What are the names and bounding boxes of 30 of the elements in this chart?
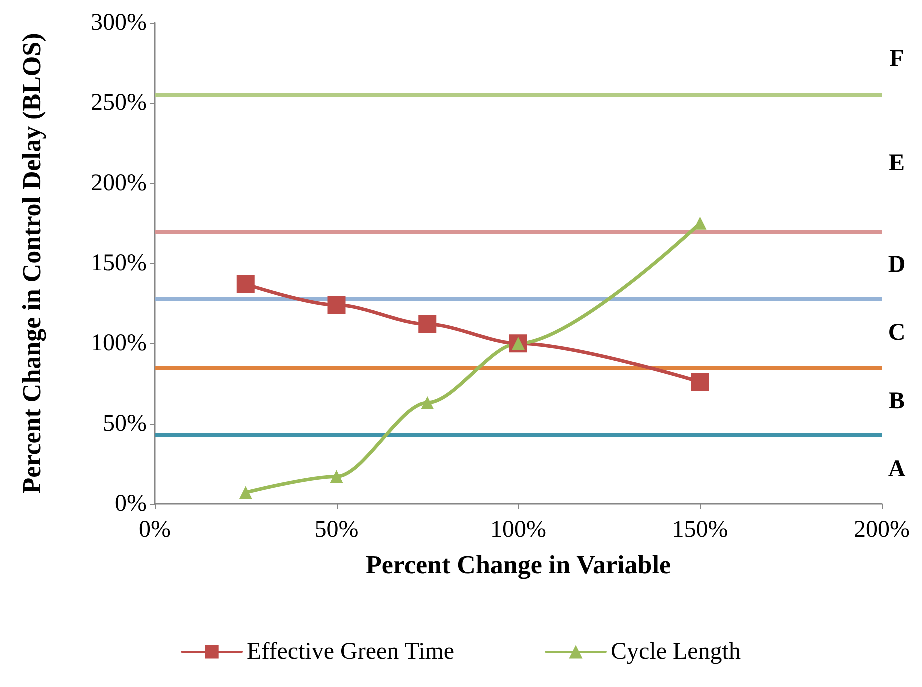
x-axis-title: Percent Change in Variable bbox=[366, 550, 672, 580]
y-tick-label: 0% bbox=[115, 491, 147, 517]
point bbox=[328, 296, 346, 314]
x-tick-label: 50% bbox=[314, 517, 359, 543]
legend-label: Cycle Length bbox=[610, 639, 741, 665]
y-tick-label: 100% bbox=[91, 330, 147, 357]
y-tick-label: 150% bbox=[91, 250, 147, 276]
point bbox=[239, 486, 252, 500]
point bbox=[330, 470, 344, 484]
y-tick-label: 200% bbox=[91, 170, 147, 196]
text: A bbox=[888, 456, 906, 483]
point bbox=[421, 396, 434, 410]
point bbox=[236, 275, 255, 294]
text: D bbox=[888, 252, 906, 278]
point bbox=[694, 216, 707, 230]
text: C bbox=[888, 320, 906, 346]
x-tick-label: 100% bbox=[490, 517, 546, 543]
legend-label: Effective Green Time bbox=[247, 639, 455, 665]
y-tick-label: 250% bbox=[91, 90, 147, 116]
y-axis-title: Percent Change in Control Delay (BLOS) bbox=[18, 33, 46, 494]
x-tick-label: 0% bbox=[139, 517, 171, 543]
text: E bbox=[888, 150, 906, 176]
text: F bbox=[890, 46, 904, 72]
x-tick-label: 200% bbox=[854, 517, 910, 543]
point bbox=[418, 315, 437, 334]
text: B bbox=[888, 388, 906, 414]
x-tick-label: 150% bbox=[672, 517, 728, 543]
y-tick-label: 300% bbox=[91, 10, 147, 36]
point bbox=[691, 373, 710, 392]
y-tick-label: 50% bbox=[103, 410, 147, 437]
